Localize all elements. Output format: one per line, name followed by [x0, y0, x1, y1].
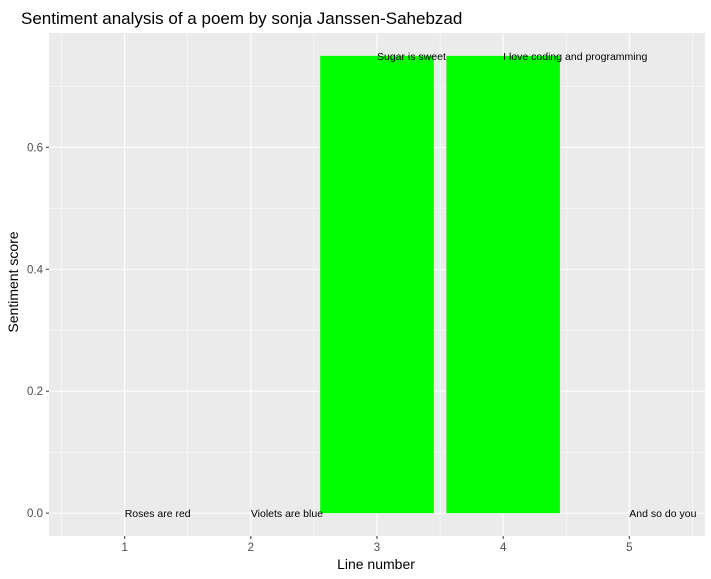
x-tick-label: 5: [626, 542, 632, 554]
y-tick-label: 0.6: [27, 142, 43, 154]
chart-title: Sentiment analysis of a poem by sonja Ja…: [21, 9, 462, 28]
x-tick-label: 1: [121, 542, 127, 554]
x-axis: 1 2 3 4 5: [121, 536, 633, 554]
y-tick-label: 0.4: [27, 264, 44, 276]
x-tick-label: 4: [500, 542, 507, 554]
data-label: Violets are blue: [251, 508, 323, 520]
bar: [446, 55, 560, 514]
y-tick-label: 0.2: [27, 386, 43, 398]
data-label: Roses are red: [125, 508, 191, 520]
y-tick-label: 0.0: [27, 508, 43, 520]
data-label: I love coding and programming: [503, 51, 647, 63]
y-axis-title: Sentiment score: [5, 231, 21, 332]
data-labels-group: Roses are red Violets are blue Sugar is sw…: [125, 51, 697, 520]
x-tick-label: 2: [248, 542, 254, 554]
y-axis: 0.0 0.2 0.4 0.6: [27, 142, 49, 520]
bars-group: [320, 55, 560, 514]
x-tick-label: 3: [374, 542, 380, 554]
data-label: Sugar is sweet: [377, 51, 446, 63]
data-label: And so do you: [629, 508, 696, 520]
x-axis-title: Line number: [337, 556, 415, 572]
bar: [320, 55, 434, 514]
